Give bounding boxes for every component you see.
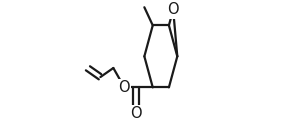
Text: O: O <box>130 106 142 121</box>
Text: O: O <box>119 80 130 95</box>
Text: O: O <box>167 2 179 17</box>
